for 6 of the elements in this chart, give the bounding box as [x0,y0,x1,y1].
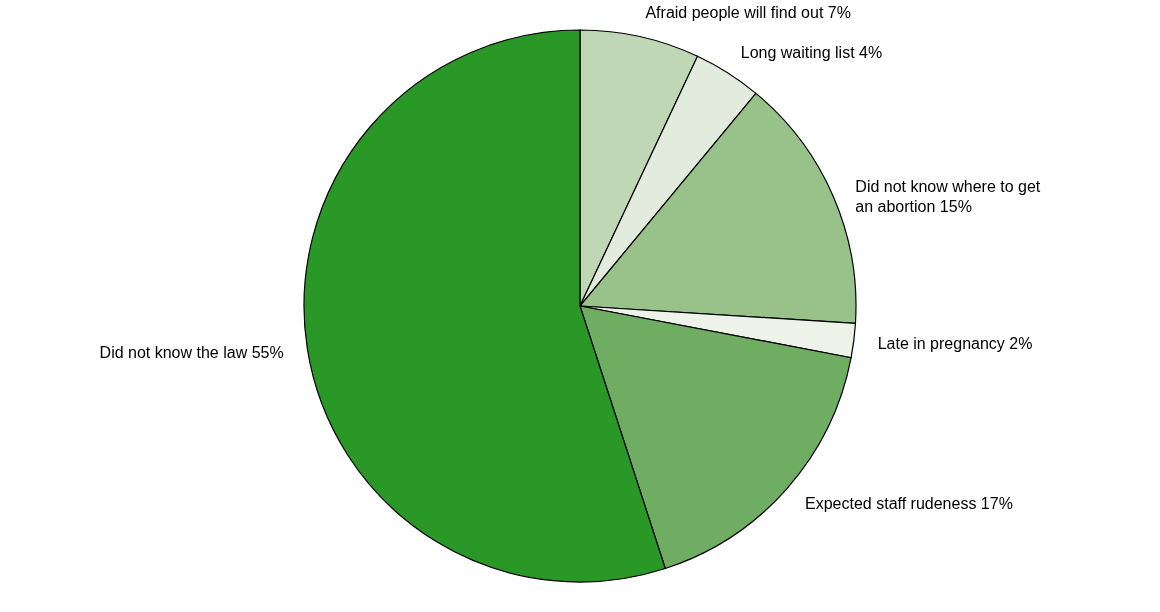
slice-label: Expected staff rudeness 17% [805,495,1013,513]
slice-label: Late in pregnancy 2% [877,334,1033,352]
slice-label: Did not know the law 55% [99,343,284,361]
slice-label: Afraid people will find out 7% [645,4,851,22]
slice-label: Did not know where to get an abortion 15% [855,177,1041,215]
slice-label: Long waiting list 4% [740,43,883,61]
